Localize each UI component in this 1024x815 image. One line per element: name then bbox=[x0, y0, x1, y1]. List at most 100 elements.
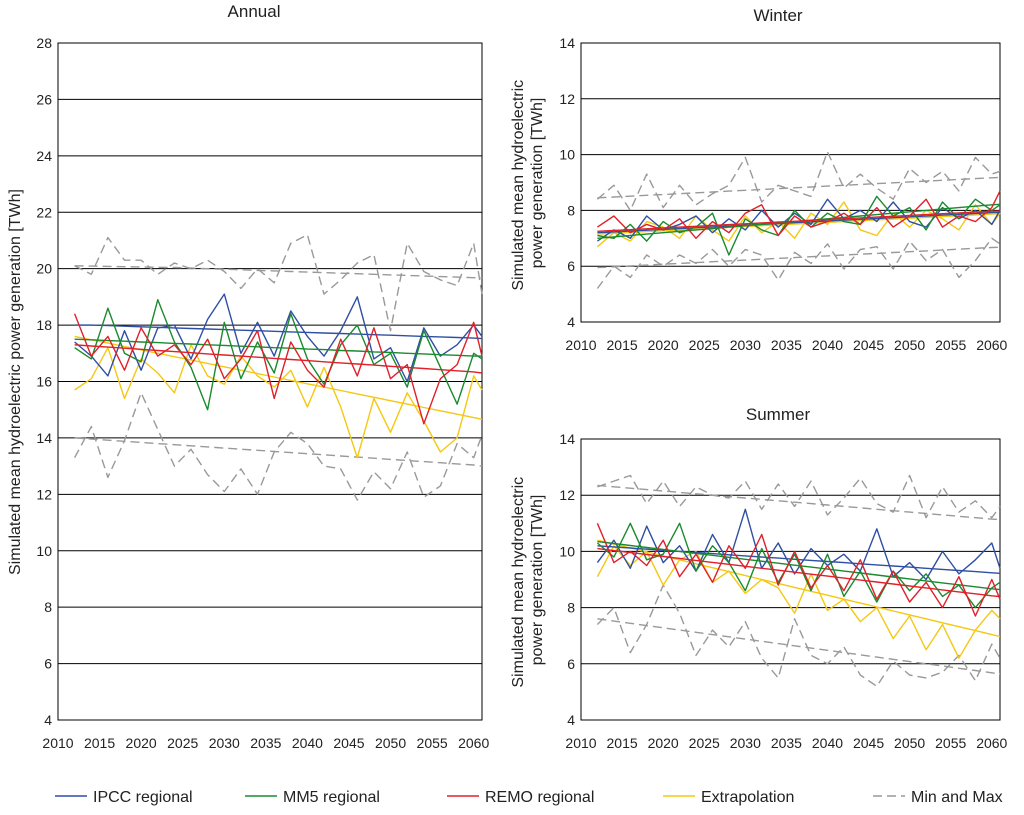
series-line-mm5-regional bbox=[597, 540, 1001, 591]
x-tick-label: 2020 bbox=[648, 337, 679, 353]
y-tick-label: 18 bbox=[36, 317, 52, 333]
legend-label: REMO regional bbox=[485, 789, 594, 806]
legend-label: Min and Max bbox=[911, 789, 1003, 806]
y-tick-label: 10 bbox=[559, 543, 575, 559]
x-tick-label: 2010 bbox=[565, 735, 596, 751]
series-line-extrapolation bbox=[597, 539, 1001, 638]
x-tick-label: 2035 bbox=[771, 735, 802, 751]
series-line-remo-regional bbox=[597, 210, 1001, 232]
series-line-remo-regional bbox=[74, 344, 483, 374]
y-tick-label: 14 bbox=[559, 431, 575, 447]
y-tick-label: 8 bbox=[567, 600, 575, 616]
legend-label: MM5 regional bbox=[283, 789, 380, 806]
x-tick-label: 2050 bbox=[375, 735, 406, 751]
series-line-min-and-max bbox=[597, 618, 1001, 675]
y-axis-label-line: Simulated mean hydroelectric power gener… bbox=[7, 189, 24, 575]
y-tick-label: 14 bbox=[36, 430, 52, 446]
x-tick-label: 2025 bbox=[689, 337, 720, 353]
y-axis-label: Simulated mean hydroelectric power gener… bbox=[7, 189, 24, 575]
series-line-min-and-max bbox=[596, 237, 1001, 289]
y-tick-label: 12 bbox=[559, 487, 575, 503]
series-line-min-and-max bbox=[74, 234, 483, 332]
x-tick-label: 2030 bbox=[209, 735, 240, 751]
series-line-remo-regional bbox=[596, 523, 1001, 617]
chart-title: Annual bbox=[228, 2, 281, 21]
y-axis-label-line: Simulated mean hydroelectric bbox=[510, 477, 527, 688]
legend: IPCC regional MM5 regional REMO regional Ex… bbox=[55, 789, 1003, 806]
y-tick-label: 20 bbox=[36, 261, 52, 277]
x-tick-label: 2030 bbox=[730, 337, 761, 353]
x-tick-label: 2040 bbox=[812, 735, 843, 751]
series-line-min-and-max bbox=[597, 246, 1001, 269]
x-tick-label: 2045 bbox=[853, 735, 884, 751]
series-line-extrapolation bbox=[74, 344, 483, 459]
plot-frame bbox=[580, 438, 1001, 721]
series-line-min-and-max bbox=[597, 176, 1001, 199]
series-line-extrapolation bbox=[597, 213, 1001, 235]
y-tick-label: 26 bbox=[36, 91, 52, 107]
y-tick-label: 12 bbox=[36, 486, 52, 502]
y-tick-label: 10 bbox=[559, 147, 575, 163]
x-tick-label: 2040 bbox=[812, 337, 843, 353]
x-tick-label: 2015 bbox=[607, 735, 638, 751]
plot-frame bbox=[580, 42, 1001, 323]
y-tick-label: 6 bbox=[567, 258, 575, 274]
x-tick-label: 2040 bbox=[292, 735, 323, 751]
x-tick-label: 2020 bbox=[648, 735, 679, 751]
series-line-min-and-max bbox=[596, 584, 1001, 687]
y-tick-label: 6 bbox=[44, 656, 52, 672]
x-tick-label: 2015 bbox=[607, 337, 638, 353]
x-tick-label: 2060 bbox=[976, 735, 1007, 751]
y-axis-label: Simulated mean hydroelectric power gener… bbox=[510, 75, 546, 290]
y-axis-label: Simulated mean hydroelectric power gener… bbox=[510, 472, 546, 687]
series-line-min-and-max bbox=[74, 437, 483, 467]
legend-label: IPCC regional bbox=[93, 789, 193, 806]
series-line-ipcc-regional bbox=[74, 324, 483, 340]
x-tick-label: 2055 bbox=[935, 337, 966, 353]
y-tick-label: 4 bbox=[567, 712, 575, 728]
series-line-min-and-max bbox=[596, 151, 1001, 212]
annual-chart: Annual Simulated mean hydroelectric powe… bbox=[7, 2, 489, 751]
x-tick-label: 2035 bbox=[250, 735, 281, 751]
x-tick-label: 2020 bbox=[126, 735, 157, 751]
x-tick-label: 2035 bbox=[771, 337, 802, 353]
series-line-ipcc-regional bbox=[597, 198, 1001, 242]
x-tick-label: 2045 bbox=[853, 337, 884, 353]
chart-title: Summer bbox=[746, 405, 811, 424]
x-tick-label: 2055 bbox=[417, 735, 448, 751]
chart-title: Winter bbox=[753, 6, 802, 25]
x-tick-label: 2010 bbox=[42, 735, 73, 751]
y-tick-label: 14 bbox=[559, 35, 575, 51]
x-tick-label: 2030 bbox=[730, 735, 761, 751]
y-tick-label: 16 bbox=[36, 374, 52, 390]
x-tick-label: 2045 bbox=[333, 735, 364, 751]
series-line-mm5-regional bbox=[597, 195, 1001, 256]
x-tick-label: 2060 bbox=[458, 735, 489, 751]
x-tick-label: 2025 bbox=[689, 735, 720, 751]
x-tick-label: 2025 bbox=[167, 735, 198, 751]
y-tick-label: 8 bbox=[567, 202, 575, 218]
y-axis-label-line: Simulated mean hydroelectric bbox=[510, 80, 527, 291]
y-tick-label: 28 bbox=[36, 35, 52, 51]
y-tick-label: 10 bbox=[36, 543, 52, 559]
series-line-mm5-regional bbox=[74, 338, 482, 357]
y-tick-label: 22 bbox=[36, 204, 52, 220]
series-line-mm5-regional bbox=[74, 299, 483, 411]
y-tick-label: 6 bbox=[567, 656, 575, 672]
x-tick-label: 2055 bbox=[935, 735, 966, 751]
legend-label: Extrapolation bbox=[701, 789, 794, 806]
series-line-min-and-max bbox=[597, 474, 1001, 519]
series-line-extrapolation bbox=[596, 545, 1001, 659]
series-line-min-and-max bbox=[73, 392, 483, 501]
y-tick-label: 8 bbox=[44, 599, 52, 615]
x-tick-label: 2050 bbox=[894, 735, 925, 751]
x-tick-label: 2050 bbox=[894, 337, 925, 353]
summer-chart: Summer Simulated mean hydroelectric powe… bbox=[510, 405, 1008, 751]
y-axis-label-line: power generation [TWh] bbox=[529, 98, 546, 269]
y-tick-label: 12 bbox=[559, 91, 575, 107]
series-line-ipcc-regional bbox=[596, 508, 1001, 581]
x-tick-label: 2015 bbox=[84, 735, 115, 751]
y-tick-label: 4 bbox=[44, 712, 52, 728]
x-tick-label: 2010 bbox=[565, 337, 596, 353]
